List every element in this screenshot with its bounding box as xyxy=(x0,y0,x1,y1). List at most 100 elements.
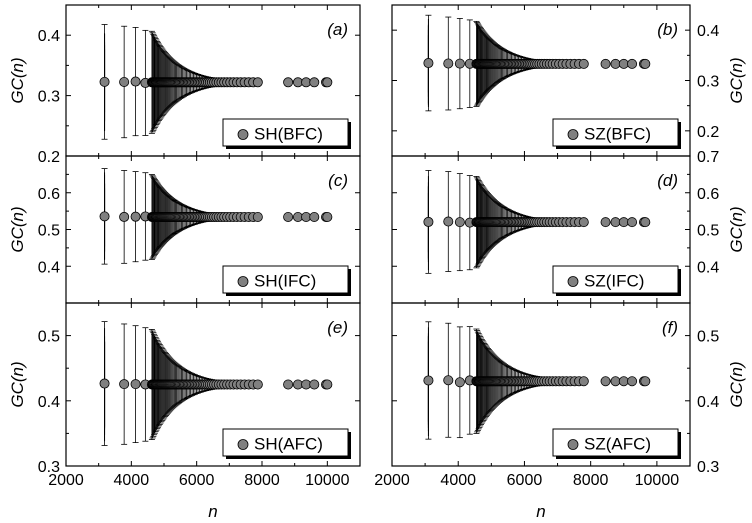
legend-label: SH(AFC) xyxy=(254,435,323,454)
y-tick-label: 0.4 xyxy=(697,23,719,40)
data-point xyxy=(600,58,611,69)
data-point xyxy=(322,212,333,223)
y-tick-label: 0.4 xyxy=(38,28,60,45)
data-point xyxy=(423,58,434,69)
legend-label: SZ(BFC) xyxy=(584,125,651,144)
data-point xyxy=(130,76,141,87)
legend-marker xyxy=(237,276,249,287)
x-tick-label: 10000 xyxy=(305,472,350,489)
data-point xyxy=(578,217,589,228)
legend-label: SH(IFC) xyxy=(254,272,316,291)
x-tick-label: 8000 xyxy=(573,472,609,489)
y-axis-title: GC(n) xyxy=(8,361,27,407)
x-tick-label: 6000 xyxy=(507,472,543,489)
y-tick-label: 0.6 xyxy=(38,186,60,203)
data-point xyxy=(130,211,141,222)
data-point xyxy=(283,77,294,88)
x-axis-title: n xyxy=(536,502,545,521)
y-tick-label: 0.7 xyxy=(697,149,719,166)
plot-frame xyxy=(65,302,361,467)
y-tick-label: 0.4 xyxy=(697,259,719,276)
panel-a: 0.2 0.3 0.4 GC(n) (a) SH(BFC) xyxy=(8,4,361,166)
data-point xyxy=(99,76,110,87)
data-point xyxy=(578,376,589,387)
y-tick-label: 0.3 xyxy=(38,89,60,106)
y-axis-title: GC(n) xyxy=(727,57,746,103)
legend-marker xyxy=(237,129,249,140)
data-point xyxy=(618,58,629,69)
legend-box xyxy=(552,265,679,294)
plot-frame xyxy=(391,302,691,467)
legend-marker xyxy=(567,439,579,450)
data-point xyxy=(618,217,629,228)
y-tick-label: 0.5 xyxy=(697,223,719,240)
data-point xyxy=(578,58,589,69)
data-point xyxy=(119,76,130,87)
data-point xyxy=(610,217,621,228)
panel-d: 0.4 0.5 0.6 0.7 GC(n) (d) SZ(IFC) xyxy=(391,149,746,304)
data-point xyxy=(309,212,320,223)
data-point xyxy=(618,376,629,387)
data-point xyxy=(454,58,465,69)
legend-marker xyxy=(237,439,249,450)
panel-f: 2000 4000 6000 8000 10000 0.3 0.4 0.5 GC(n) n (f) S… xyxy=(374,302,746,521)
legend-label: SH(BFC) xyxy=(254,125,323,144)
data-point xyxy=(119,211,130,222)
y-tick-label: 0.5 xyxy=(38,329,60,346)
x-tick-label: 6000 xyxy=(179,472,215,489)
data-point xyxy=(640,376,651,387)
x-tick-label: 4000 xyxy=(114,472,150,489)
legend-marker xyxy=(567,276,579,287)
y-axis-title: GC(n) xyxy=(8,206,27,252)
data-point xyxy=(443,58,454,69)
data-point xyxy=(309,77,320,88)
data-point xyxy=(610,58,621,69)
data-point xyxy=(119,379,130,390)
data-point xyxy=(99,211,110,222)
panel-tag: (a) xyxy=(327,20,348,39)
data-point xyxy=(627,376,638,387)
data-point xyxy=(99,378,110,389)
y-axis-title: GC(n) xyxy=(727,361,746,407)
data-point xyxy=(627,217,638,228)
y-tick-label: 0.4 xyxy=(38,394,60,411)
y-tick-label: 0.5 xyxy=(38,223,60,240)
panel-e: 2000 4000 6000 8000 10000 0.3 0.4 0.5 GC(n) n (e) S… xyxy=(8,302,361,521)
panel-tag: (d) xyxy=(657,171,678,190)
data-point xyxy=(610,376,621,387)
x-tick-label: 2000 xyxy=(48,472,84,489)
panel-b: 0.2 0.3 0.4 GC(n) (b) SZ(BFC) xyxy=(391,4,746,157)
y-tick-label: 0.3 xyxy=(697,74,719,91)
data-point xyxy=(443,375,454,386)
data-point xyxy=(130,379,141,390)
data-point xyxy=(443,216,454,227)
data-point xyxy=(283,212,294,223)
data-point xyxy=(283,379,294,390)
y-tick-label: 0.3 xyxy=(38,459,60,476)
data-point xyxy=(252,212,263,223)
y-axis-title: GC(n) xyxy=(727,206,746,252)
panel-tag: (b) xyxy=(657,20,678,39)
data-point xyxy=(423,375,434,386)
data-point xyxy=(322,379,333,390)
legend-label: SZ(AFC) xyxy=(584,435,651,454)
y-tick-label: 0.5 xyxy=(697,329,719,346)
data-point xyxy=(252,379,263,390)
y-tick-label: 0.4 xyxy=(697,394,719,411)
panel-tag: (e) xyxy=(327,318,348,337)
panel-tag: (f) xyxy=(662,318,678,337)
legend-box xyxy=(552,118,679,147)
data-point xyxy=(627,58,638,69)
x-axis-title: n xyxy=(208,502,217,521)
x-tick-label: 4000 xyxy=(440,472,476,489)
legend-marker xyxy=(567,129,579,140)
panel-tag: (c) xyxy=(328,171,348,190)
data-point xyxy=(454,217,465,228)
data-point xyxy=(640,217,651,228)
data-point xyxy=(600,376,611,387)
y-tick-label: 0.2 xyxy=(38,149,60,166)
data-point xyxy=(309,379,320,390)
data-point xyxy=(640,58,651,69)
data-point xyxy=(423,216,434,227)
data-point xyxy=(454,377,465,388)
